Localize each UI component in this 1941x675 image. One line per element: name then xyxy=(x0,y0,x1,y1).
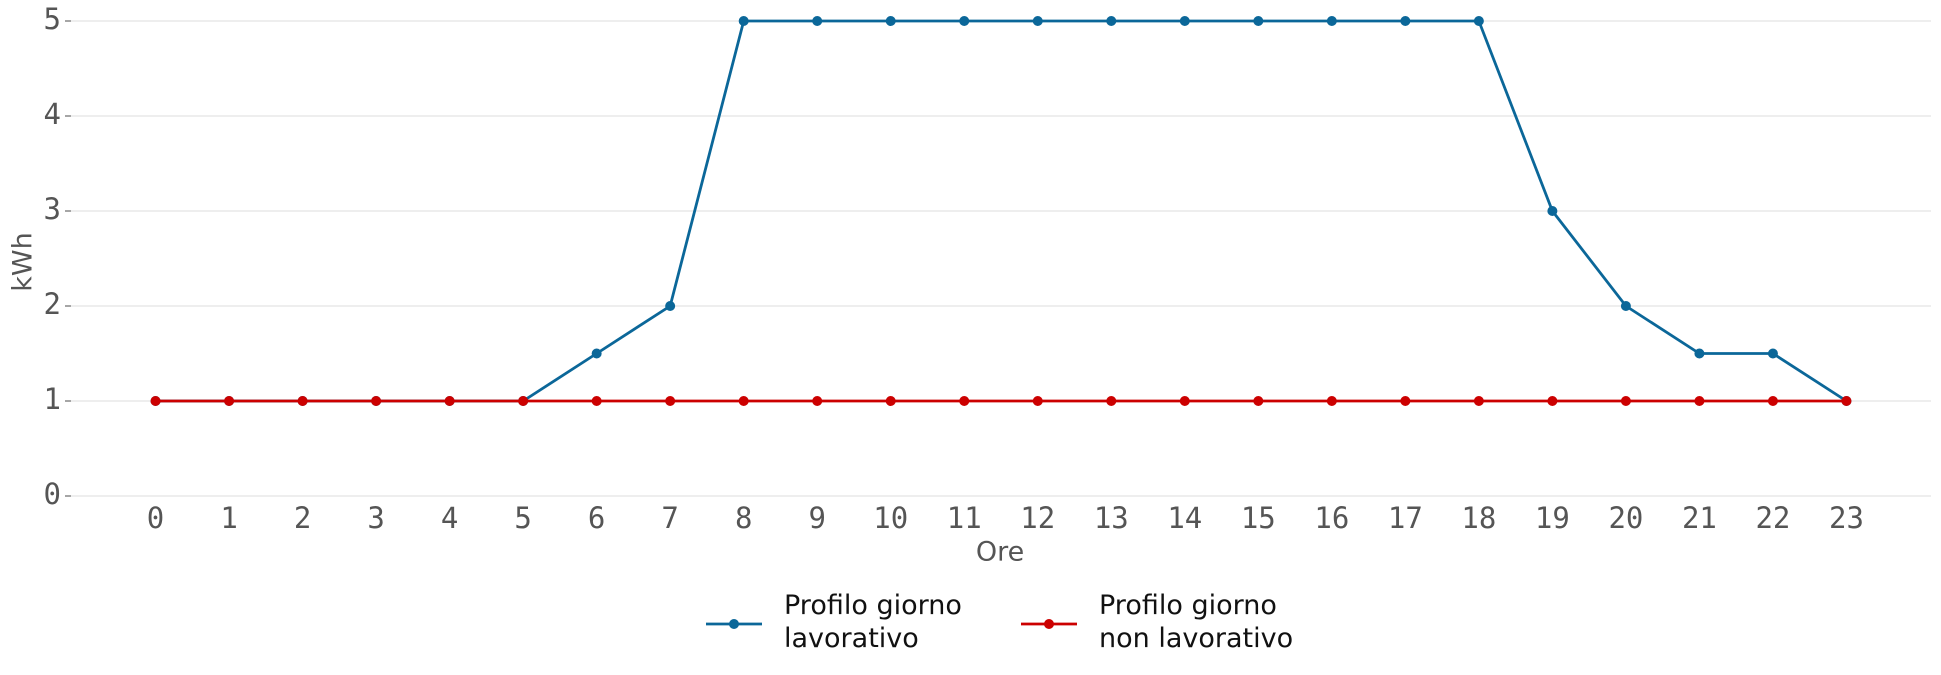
data-point xyxy=(885,16,896,26)
x-tick-label: 10 xyxy=(873,501,908,535)
data-point xyxy=(1694,396,1705,406)
data-point xyxy=(1547,396,1558,406)
x-tick-label: 3 xyxy=(367,501,384,535)
y-tick-label: 3 xyxy=(44,192,61,226)
data-point xyxy=(1253,396,1264,406)
data-point xyxy=(1106,16,1117,26)
data-point xyxy=(1400,16,1411,26)
x-tick-label: 14 xyxy=(1167,501,1202,535)
x-tick-label: 22 xyxy=(1755,501,1790,535)
data-point xyxy=(1694,348,1705,359)
data-point xyxy=(1473,16,1484,26)
data-point xyxy=(1326,396,1337,406)
data-point xyxy=(371,396,382,406)
data-point xyxy=(150,396,161,406)
x-tick-label: 9 xyxy=(808,501,825,535)
data-point xyxy=(591,348,602,359)
x-tick-label: 19 xyxy=(1535,501,1570,535)
data-point xyxy=(224,396,235,406)
x-tick-label: 1 xyxy=(220,501,237,535)
x-tick-label: 21 xyxy=(1682,501,1717,535)
data-point xyxy=(665,396,676,406)
legend-label: Profilo giorno lavorativo xyxy=(784,590,962,654)
data-point xyxy=(1032,16,1043,26)
y-tick-label: 4 xyxy=(44,97,61,131)
legend-marker xyxy=(1044,619,1054,629)
data-point xyxy=(1620,301,1631,311)
y-tick-label: 1 xyxy=(44,382,61,416)
data-point xyxy=(1106,396,1117,406)
data-point xyxy=(1767,348,1778,359)
data-point xyxy=(1547,206,1558,216)
x-tick-label: 7 xyxy=(661,501,678,535)
x-tick-label: 4 xyxy=(441,501,458,535)
data-point xyxy=(518,396,529,406)
x-tick-label: 18 xyxy=(1461,501,1496,535)
y-tick-label: 0 xyxy=(44,477,61,511)
data-point xyxy=(1326,16,1337,26)
data-point xyxy=(738,396,749,406)
data-point xyxy=(959,396,970,406)
data-point xyxy=(1767,396,1778,406)
y-tick-label: 2 xyxy=(44,287,61,321)
x-tick-label: 0 xyxy=(147,501,164,535)
x-tick-label: 5 xyxy=(514,501,531,535)
y-axis-label: kWh xyxy=(8,232,39,291)
legend-marker xyxy=(729,619,739,629)
x-tick-label: 15 xyxy=(1241,501,1276,535)
x-tick-label: 20 xyxy=(1608,501,1643,535)
data-point xyxy=(812,396,823,406)
data-point xyxy=(738,16,749,26)
x-tick-label: 16 xyxy=(1314,501,1349,535)
data-point xyxy=(1400,396,1411,406)
data-point xyxy=(885,396,896,406)
x-tick-label: 2 xyxy=(294,501,311,535)
x-axis-label: Ore xyxy=(976,537,1024,568)
x-tick-label: 17 xyxy=(1388,501,1423,535)
data-point xyxy=(1841,396,1852,406)
data-point xyxy=(1473,396,1484,406)
x-tick-label: 6 xyxy=(588,501,605,535)
legend-label: Profilo giorno non lavorativo xyxy=(1099,590,1293,654)
data-point xyxy=(959,16,970,26)
data-point xyxy=(1032,396,1043,406)
x-tick-label: 13 xyxy=(1094,501,1129,535)
x-tick-label: 11 xyxy=(947,501,982,535)
x-tick-label: 8 xyxy=(735,501,752,535)
data-point xyxy=(665,301,676,311)
data-point xyxy=(444,396,455,406)
x-tick-label: 12 xyxy=(1020,501,1055,535)
y-tick-label: 5 xyxy=(44,2,61,36)
data-point xyxy=(1620,396,1631,406)
data-point xyxy=(812,16,823,26)
x-tick-label: 23 xyxy=(1829,501,1864,535)
data-point xyxy=(591,396,602,406)
data-point xyxy=(1179,16,1190,26)
data-point xyxy=(1179,396,1190,406)
data-point xyxy=(1253,16,1264,26)
data-point xyxy=(297,396,308,406)
